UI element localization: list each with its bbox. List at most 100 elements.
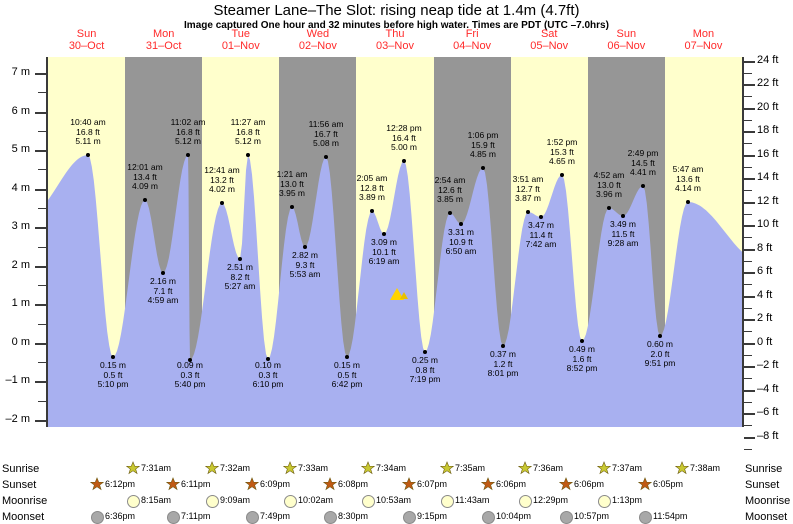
tide-extreme-dot bbox=[658, 334, 662, 338]
tide-label-line-2: 5:27 am bbox=[224, 281, 256, 291]
tide-label-line-2: 3.85 m bbox=[437, 194, 463, 204]
tide-label-line-2: 8:01 pm bbox=[487, 368, 519, 378]
tide-label-line-1: 1.6 ft bbox=[572, 353, 592, 364]
y-label-right: –2 ft bbox=[757, 359, 779, 372]
sunrise-time: 7:38am bbox=[690, 463, 721, 473]
tide-label-line-0: 10:40 am bbox=[70, 117, 106, 127]
moonrise-time: 9:09am bbox=[220, 495, 251, 505]
y-tick-major-right bbox=[744, 60, 755, 63]
tide-extreme-dot bbox=[290, 205, 294, 209]
moon-circle-icon bbox=[167, 511, 180, 524]
y-label-right: –4 ft bbox=[757, 382, 779, 395]
tide-extreme-label-low: 3.49 m 11.5 ft 9:28 am bbox=[583, 219, 663, 249]
y-label-left: 3 m bbox=[11, 220, 30, 233]
y-tick-minor-right bbox=[744, 448, 752, 450]
day-header-3: Wed 02–Nov bbox=[279, 28, 356, 52]
day-date: 01–Nov bbox=[221, 40, 260, 52]
sunrise-time: 7:35am bbox=[455, 463, 486, 473]
tide-extreme-dot bbox=[641, 184, 645, 188]
y-label-left: 4 m bbox=[11, 181, 30, 194]
y-tick-major-left bbox=[35, 188, 46, 191]
y-label-left: 5 m bbox=[11, 143, 30, 156]
tide-extreme-dot bbox=[370, 209, 374, 213]
tide-label-line-1: 11.4 ft bbox=[529, 229, 553, 240]
y-tick-minor-left bbox=[38, 207, 46, 209]
y-label-right: 10 ft bbox=[757, 218, 779, 231]
day-weekday: Sun bbox=[616, 28, 637, 40]
moon-circle-icon bbox=[206, 495, 219, 508]
day-weekday: Fri bbox=[465, 28, 479, 40]
tide-label-line-0: 11:02 am bbox=[170, 117, 206, 127]
y-tick-minor-left bbox=[38, 362, 46, 364]
sunrise-time: 7:32am bbox=[220, 463, 251, 473]
tide-extreme-dot bbox=[246, 153, 250, 157]
tide-label-line-1: 9.3 ft bbox=[295, 259, 315, 270]
tide-extreme-label-low: 0.10 m 0.3 ft 6:10 pm bbox=[228, 360, 308, 390]
tide-extreme-label-high: 5:47 am 13.6 ft 4.14 m bbox=[648, 164, 728, 194]
y-label-left: –1 m bbox=[5, 374, 30, 387]
tide-label-line-1: 0.3 ft bbox=[180, 369, 200, 380]
y-label-right: 8 ft bbox=[757, 241, 773, 254]
day-header-0: Sun 30–Oct bbox=[48, 28, 125, 52]
day-weekday: Mon bbox=[152, 28, 175, 40]
tide-extreme-dot bbox=[266, 357, 270, 361]
star-icon bbox=[518, 461, 532, 475]
tide-extreme-dot bbox=[580, 339, 584, 343]
day-header-8: Mon 07–Nov bbox=[665, 28, 742, 52]
tide-label-line-2: 5.08 m bbox=[313, 138, 339, 148]
tide-label-line-2: 3.96 m bbox=[596, 189, 622, 199]
star-icon bbox=[361, 461, 375, 475]
y-label-right: 22 ft bbox=[757, 77, 779, 90]
tide-label-line-2: 8:52 pm bbox=[566, 363, 598, 373]
row-label-left-moonrise: Moonrise bbox=[2, 495, 48, 507]
y-tick-major-right bbox=[744, 84, 755, 87]
sunset-time: 6:08pm bbox=[338, 479, 369, 489]
day-weekday: Thu bbox=[385, 28, 405, 40]
tide-extreme-label-low: 3.09 m 10.1 ft 6:19 am bbox=[344, 237, 424, 267]
y-label-right: 24 ft bbox=[757, 53, 779, 66]
sunset-time: 6:06pm bbox=[574, 479, 605, 489]
y-tick-major-right bbox=[744, 436, 755, 439]
tide-label-line-2: 5.11 m bbox=[75, 136, 101, 146]
y-tick-minor-left bbox=[38, 169, 46, 171]
tide-label-line-2: 4.14 m bbox=[675, 183, 701, 193]
y-tick-minor-right bbox=[744, 378, 752, 380]
tide-extreme-label-high: 12:01 am 13.4 ft 4.09 m bbox=[105, 162, 185, 192]
y-tick-minor-right bbox=[744, 354, 752, 356]
tide-label-line-0: 4:52 am bbox=[593, 170, 625, 180]
tide-extreme-dot bbox=[143, 198, 147, 202]
tide-label-line-2: 4.41 m bbox=[630, 167, 656, 177]
tide-label-line-0: 2.82 m bbox=[292, 250, 318, 260]
sunset-time: 6:12pm bbox=[105, 479, 136, 489]
star-icon bbox=[245, 477, 259, 491]
tide-label-line-2: 5:10 pm bbox=[97, 379, 129, 389]
current-tide-triangle-marker[interactable] bbox=[390, 288, 408, 300]
day-date: 06–Nov bbox=[607, 40, 646, 52]
y-tick-minor-right bbox=[744, 401, 752, 403]
y-tick-major-left bbox=[35, 265, 46, 268]
day-weekday: Tue bbox=[231, 28, 251, 40]
tide-label-line-1: 13.6 ft bbox=[676, 173, 700, 184]
tide-extreme-dot bbox=[481, 166, 485, 170]
tide-label-line-0: 2.16 m bbox=[150, 276, 176, 286]
y-label-right: 6 ft bbox=[757, 265, 773, 278]
star-icon bbox=[559, 477, 573, 491]
y-label-left: 2 m bbox=[11, 258, 30, 271]
star-icon bbox=[126, 461, 140, 475]
moon-circle-icon bbox=[482, 511, 495, 524]
star-icon bbox=[440, 461, 454, 475]
tide-extreme-label-high: 10:40 am 16.8 ft 5.11 m bbox=[48, 117, 128, 147]
y-tick-major-right bbox=[744, 295, 755, 298]
row-label-left-sunset: Sunset bbox=[2, 479, 37, 491]
y-tick-major-right bbox=[744, 342, 755, 345]
tide-extreme-dot bbox=[111, 355, 115, 359]
moon-circle-icon bbox=[441, 495, 454, 508]
day-header-6: Sat 05–Nov bbox=[511, 28, 588, 52]
tide-label-line-2: 6:10 pm bbox=[252, 379, 284, 389]
moon-circle-icon bbox=[598, 495, 611, 508]
tide-label-line-1: 13.0 ft bbox=[597, 179, 621, 190]
tide-label-line-0: 0.60 m bbox=[647, 339, 673, 349]
y-tick-major-right bbox=[744, 319, 755, 322]
y-tick-major-left bbox=[35, 381, 46, 384]
y-label-right: 0 ft bbox=[757, 335, 773, 348]
